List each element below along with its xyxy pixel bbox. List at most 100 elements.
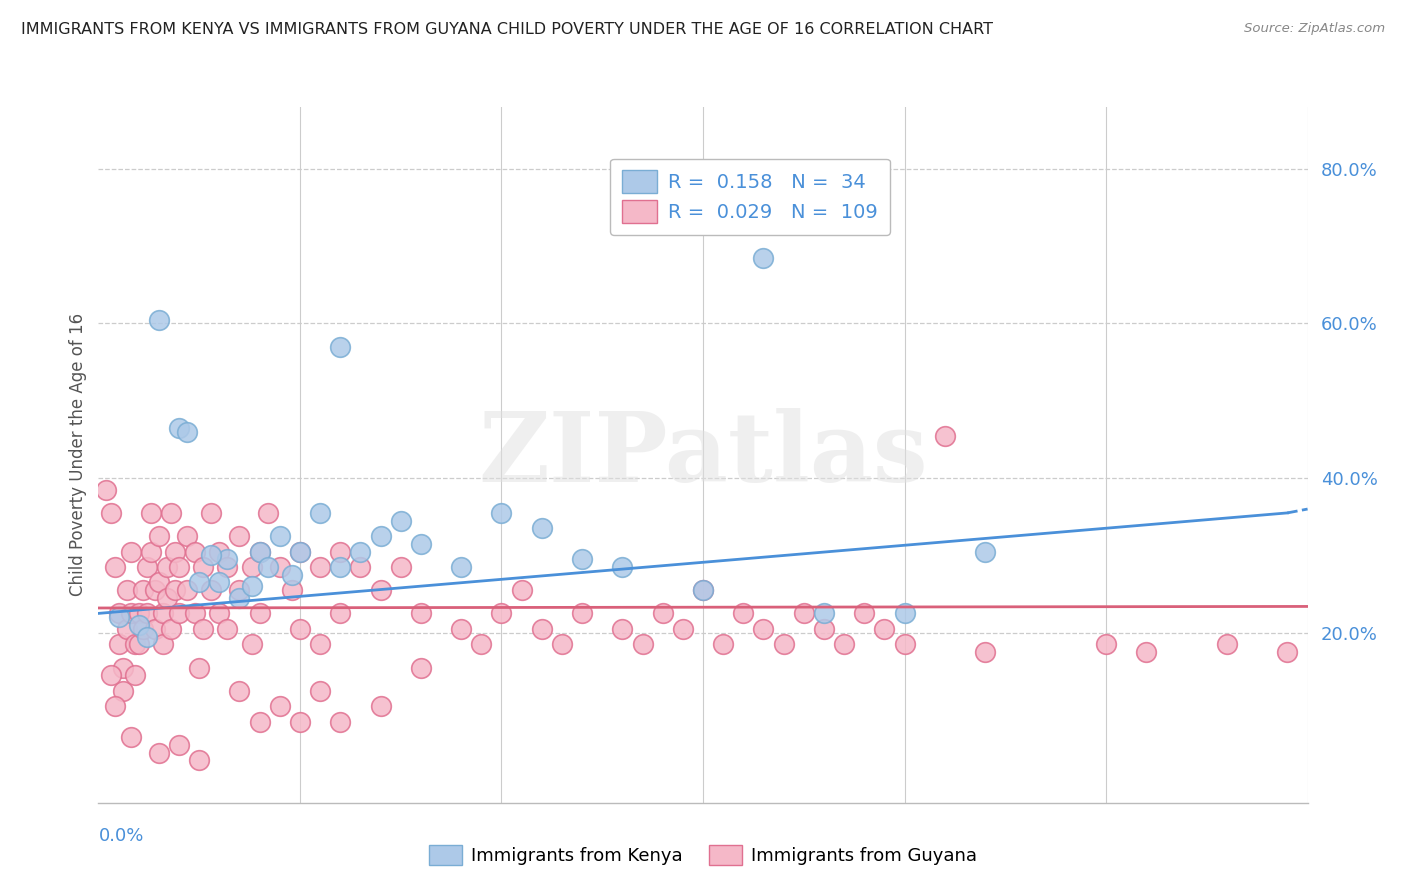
Point xyxy=(733,607,755,621)
Point xyxy=(1216,637,1239,651)
Point xyxy=(160,622,183,636)
Point xyxy=(103,560,125,574)
Point xyxy=(176,583,198,598)
Point xyxy=(188,575,211,590)
Point xyxy=(135,607,157,621)
Point xyxy=(184,607,207,621)
Point xyxy=(217,622,239,636)
Point xyxy=(631,637,654,651)
Y-axis label: Child Poverty Under the Age of 16: Child Poverty Under the Age of 16 xyxy=(69,313,87,597)
Point xyxy=(752,251,775,265)
Point xyxy=(370,583,392,598)
Point xyxy=(269,699,291,714)
Point xyxy=(148,746,170,760)
Point xyxy=(974,544,997,558)
Point xyxy=(200,506,222,520)
Point xyxy=(240,560,263,574)
Point xyxy=(152,637,174,651)
Point xyxy=(156,591,179,605)
Point xyxy=(132,622,155,636)
Point xyxy=(100,668,122,682)
Point xyxy=(249,714,271,729)
Point xyxy=(832,637,855,651)
Point xyxy=(269,529,291,543)
Point xyxy=(208,544,231,558)
Point xyxy=(269,560,291,574)
Point xyxy=(200,549,222,563)
Point xyxy=(692,583,714,598)
Point xyxy=(167,738,190,752)
Point xyxy=(124,668,146,682)
Point xyxy=(329,560,352,574)
Point xyxy=(893,607,915,621)
Point xyxy=(329,544,352,558)
Point xyxy=(813,607,835,621)
Point xyxy=(160,506,183,520)
Point xyxy=(228,529,250,543)
Legend: Immigrants from Kenya, Immigrants from Guyana: Immigrants from Kenya, Immigrants from G… xyxy=(422,838,984,872)
Point xyxy=(111,660,134,674)
Point xyxy=(349,544,371,558)
Point xyxy=(176,529,198,543)
Point xyxy=(228,583,250,598)
Point xyxy=(96,483,118,497)
Point xyxy=(188,753,211,767)
Point xyxy=(571,607,593,621)
Point xyxy=(409,660,432,674)
Point xyxy=(167,607,190,621)
Point xyxy=(530,521,553,535)
Point xyxy=(329,607,352,621)
Point xyxy=(128,607,150,621)
Point xyxy=(873,622,896,636)
Point xyxy=(1135,645,1157,659)
Point xyxy=(148,529,170,543)
Point xyxy=(193,622,215,636)
Point xyxy=(115,622,138,636)
Point xyxy=(217,560,239,574)
Point xyxy=(143,583,166,598)
Point xyxy=(124,637,146,651)
Point xyxy=(167,421,190,435)
Point xyxy=(156,560,179,574)
Point xyxy=(249,607,271,621)
Point xyxy=(148,575,170,590)
Legend: R =  0.158   N =  34, R =  0.029   N =  109: R = 0.158 N = 34, R = 0.029 N = 109 xyxy=(610,159,890,235)
Point xyxy=(309,506,332,520)
Point xyxy=(974,645,997,659)
Point xyxy=(409,537,432,551)
Point xyxy=(612,622,634,636)
Point xyxy=(813,622,835,636)
Point xyxy=(772,637,794,651)
Text: Source: ZipAtlas.com: Source: ZipAtlas.com xyxy=(1244,22,1385,36)
Point xyxy=(240,637,263,651)
Point xyxy=(752,622,775,636)
Point xyxy=(389,560,412,574)
Point xyxy=(111,683,134,698)
Point xyxy=(167,560,190,574)
Point xyxy=(450,560,472,574)
Point xyxy=(551,637,574,651)
Point xyxy=(1277,645,1299,659)
Point xyxy=(132,583,155,598)
Point xyxy=(128,618,150,632)
Point xyxy=(143,622,166,636)
Point xyxy=(409,607,432,621)
Point xyxy=(934,428,956,442)
Point xyxy=(115,583,138,598)
Point xyxy=(256,506,278,520)
Point xyxy=(120,544,142,558)
Point xyxy=(288,714,311,729)
Point xyxy=(389,514,412,528)
Point xyxy=(288,544,311,558)
Point xyxy=(193,560,215,574)
Point xyxy=(208,607,231,621)
Point xyxy=(128,637,150,651)
Point xyxy=(309,560,332,574)
Point xyxy=(256,560,278,574)
Point xyxy=(217,552,239,566)
Point xyxy=(228,683,250,698)
Point xyxy=(530,622,553,636)
Point xyxy=(1095,637,1118,651)
Point xyxy=(188,660,211,674)
Point xyxy=(200,583,222,598)
